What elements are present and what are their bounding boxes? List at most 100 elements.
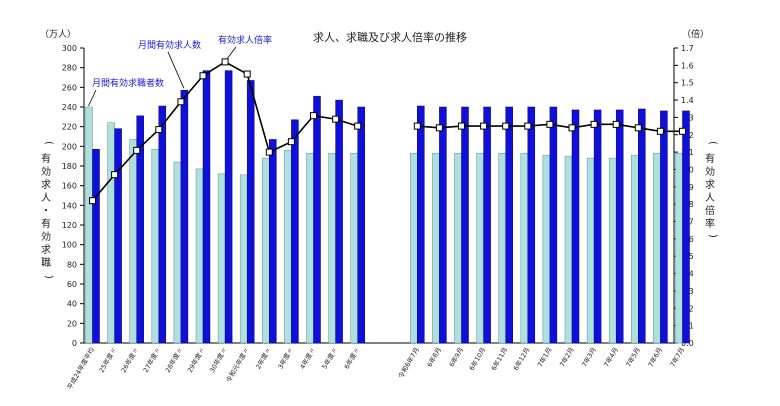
bar-job-seekers bbox=[173, 161, 182, 344]
left-tick-label: 280 bbox=[62, 64, 77, 73]
bar-job-seekers bbox=[675, 152, 683, 344]
bar-job-seekers bbox=[410, 152, 418, 344]
x-tick-label: 7年5月 bbox=[624, 346, 642, 369]
bar-job-openings bbox=[615, 109, 624, 344]
bar-job-seekers bbox=[328, 152, 336, 344]
bar-job-seekers bbox=[476, 152, 484, 344]
right-tick-label: 1.7 bbox=[681, 44, 694, 53]
ratio-point bbox=[458, 122, 465, 130]
bar-job-seekers bbox=[520, 152, 529, 344]
bar-job-openings bbox=[202, 70, 211, 344]
ratio-point bbox=[155, 126, 163, 134]
left-axis-title: 有効求人・有効求職 bbox=[41, 152, 51, 269]
bar-job-openings bbox=[180, 90, 189, 344]
left-tick-label: 60 bbox=[67, 280, 77, 289]
bar-job-seekers bbox=[498, 152, 506, 344]
ratio-point bbox=[287, 138, 295, 146]
x-tick-label: 7年3月 bbox=[579, 346, 597, 369]
ratio-point bbox=[612, 120, 620, 128]
bar-job-openings bbox=[461, 106, 469, 344]
ratio-point bbox=[502, 122, 510, 130]
right-axis-title: 有効求人倍率 bbox=[705, 152, 715, 230]
bar-job-openings bbox=[335, 99, 343, 344]
ratio-point bbox=[332, 115, 340, 123]
left-tick-label: 40 bbox=[67, 300, 77, 309]
bar-job-openings bbox=[527, 106, 536, 344]
annotation-job-openings: 月間有効求人数 bbox=[138, 39, 201, 51]
ratio-point bbox=[656, 127, 664, 135]
left-tick-label: 240 bbox=[62, 103, 77, 112]
bar-job-openings bbox=[439, 106, 447, 344]
ratio-point bbox=[354, 122, 362, 130]
left-tick-label: 180 bbox=[62, 162, 77, 171]
x-tick-label: 7年1月 bbox=[535, 346, 553, 369]
ratio-point bbox=[111, 171, 119, 179]
bar-job-openings bbox=[114, 128, 122, 344]
x-tick-label: 3年度〃 bbox=[276, 346, 296, 371]
left-tick-label: 140 bbox=[62, 201, 77, 210]
left-tick-label: 160 bbox=[62, 182, 77, 191]
ratio-point bbox=[568, 124, 576, 132]
ratio-point bbox=[524, 122, 532, 130]
ratio-point bbox=[310, 112, 317, 120]
ratio-point bbox=[199, 72, 207, 80]
ratio-point bbox=[265, 148, 273, 156]
annotation-job-openings-leader bbox=[167, 51, 185, 89]
right-tick-label: 0.0 bbox=[681, 339, 694, 348]
right-tick-label: 1.4 bbox=[681, 96, 694, 105]
x-tick-label: 7年4月 bbox=[601, 346, 619, 369]
ratio-point bbox=[177, 98, 185, 106]
ratio-point bbox=[480, 122, 488, 130]
ratio-point bbox=[590, 120, 598, 128]
x-tick-label: 令和6年7月 bbox=[396, 346, 421, 380]
left-axis-bracket-open: ( bbox=[43, 141, 54, 145]
bar-job-seekers bbox=[454, 152, 462, 344]
x-tick-label: 6年11月 bbox=[489, 346, 510, 373]
x-tick-label: 27年度〃 bbox=[141, 346, 163, 375]
bar-job-seekers bbox=[350, 152, 358, 344]
annotation-ratio: 有効求人倍率 bbox=[218, 34, 272, 46]
x-tick-label: 7年2月 bbox=[557, 346, 575, 369]
annotation-ratio-leader bbox=[226, 46, 237, 60]
bar-job-openings bbox=[505, 106, 513, 344]
x-tick-label: 2年度〃 bbox=[253, 346, 273, 371]
bar-job-openings bbox=[269, 139, 277, 344]
bar-job-openings bbox=[660, 110, 668, 344]
right-tick-label: 1.6 bbox=[681, 61, 694, 70]
bar-job-seekers bbox=[284, 150, 292, 344]
bar-job-seekers bbox=[631, 154, 639, 344]
x-tick-label: 平成24年度平均 bbox=[65, 345, 97, 391]
x-tick-label: 26年度〃 bbox=[119, 346, 141, 375]
bar-job-seekers bbox=[306, 152, 314, 344]
bar-job-openings bbox=[291, 119, 299, 344]
x-tick-label: 25年度〃 bbox=[97, 346, 119, 375]
bar-job-seekers bbox=[586, 157, 595, 344]
bar-job-openings bbox=[136, 115, 144, 344]
ratio-point bbox=[435, 124, 443, 132]
x-tick-label: 5年度〃 bbox=[320, 346, 340, 371]
right-axis-bracket-close: ) bbox=[707, 234, 718, 238]
ratio-point bbox=[546, 120, 554, 128]
left-tick-label: 0 bbox=[72, 339, 77, 348]
x-tick-label: 7年6月 bbox=[646, 346, 664, 369]
x-tick-label: 7年7月 bbox=[668, 346, 686, 369]
x-tick-label: 29年度〃 bbox=[185, 346, 207, 375]
left-tick-label: 200 bbox=[62, 142, 77, 151]
bar-job-seekers bbox=[239, 174, 248, 344]
bar-job-openings bbox=[483, 106, 491, 344]
bar-job-openings bbox=[593, 109, 602, 344]
left-tick-label: 80 bbox=[67, 260, 77, 269]
annotation-job-seekers: 月間有効求職者数 bbox=[92, 77, 164, 89]
bar-job-openings bbox=[357, 106, 365, 344]
bar-job-seekers bbox=[542, 154, 551, 344]
bar-job-openings bbox=[313, 95, 321, 344]
ratio-point bbox=[89, 197, 96, 205]
x-tick-label: 6年度〃 bbox=[342, 346, 362, 371]
ratio-point bbox=[634, 124, 642, 132]
bar-job-seekers bbox=[564, 155, 573, 344]
right-axis-unit: （倍） bbox=[682, 28, 709, 40]
ratio-point bbox=[679, 127, 686, 135]
ratio-point bbox=[221, 58, 229, 66]
